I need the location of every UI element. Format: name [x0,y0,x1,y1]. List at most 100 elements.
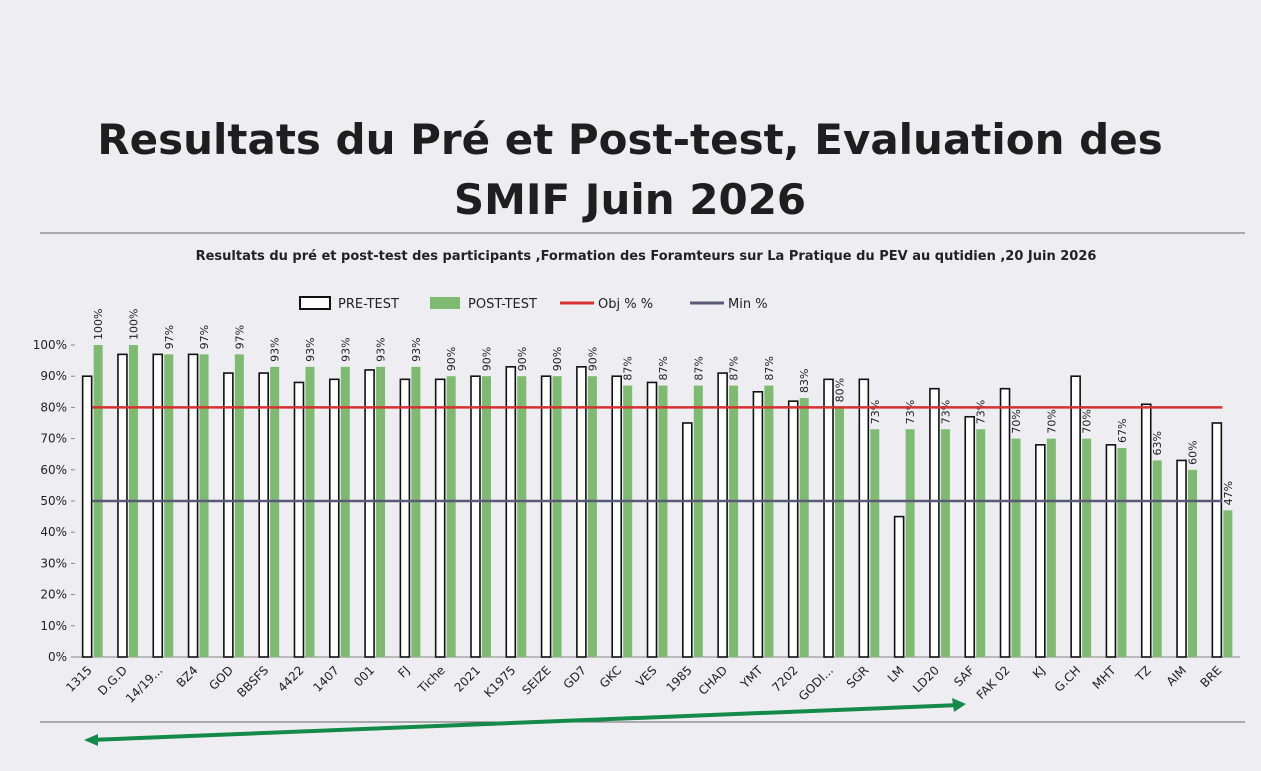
bar [576,366,587,658]
bar [870,429,880,657]
legend-swatch [299,296,331,310]
x-tick-label: GKC [597,663,624,690]
x-tick-label: BRE [1197,663,1224,690]
data-label: 70% [1045,409,1058,433]
bar [976,429,986,657]
arrow [89,703,961,742]
bar [505,366,517,658]
x-tick-label: CHAD [696,663,731,698]
bar [481,376,491,657]
data-label: 97% [163,325,176,349]
bar [340,366,350,657]
y-tick-label: 80% [40,400,67,414]
y-tick-label: 100% [33,338,67,352]
data-label: 93% [304,337,317,361]
bar [305,366,315,657]
legend-label: PRE-TEST [338,297,399,312]
bar [799,398,809,657]
bar [1188,469,1198,657]
bar [964,415,976,658]
data-label: 73% [869,400,882,424]
x-tick-label: G.CH [1052,663,1083,694]
bar [787,400,799,658]
bar [1046,438,1056,657]
bar [446,376,456,657]
x-tick-label: TZ [1132,663,1154,685]
bar [552,376,562,657]
bar [164,354,174,657]
bar [234,354,244,657]
bar [1105,444,1117,658]
y-tick-label: 90% [40,369,67,383]
x-tick-label: VES [633,663,659,689]
x-tick-label: MHT [1090,663,1119,692]
data-label: 93% [339,337,352,361]
data-label: 73% [939,400,952,424]
data-label: 93% [269,337,282,361]
bar [1011,438,1021,657]
bar [1223,510,1233,657]
x-tick-label: K1975 [481,663,518,700]
data-label: 70% [1010,409,1023,433]
y-tick-label: 20% [40,588,67,602]
bar [187,353,199,658]
bar [823,378,834,658]
data-label: 87% [728,356,741,380]
data-label: 90% [586,347,599,371]
x-tick-label: FJ [395,663,412,680]
y-tick-label: 60% [40,463,67,477]
data-label: 73% [904,400,917,424]
bar [693,385,703,657]
bar [199,354,209,657]
bar [764,385,774,657]
x-tick-label: AIM [1164,663,1190,689]
data-label: 90% [480,347,493,371]
bar [999,387,1011,658]
bar [328,378,340,658]
bar [893,515,905,658]
y-tick-label: 10% [40,619,67,633]
y-tick-label: 0% [48,650,67,664]
x-tick-label: 4422 [275,663,306,694]
bar [1152,460,1162,657]
x-tick-label: GD7 [561,663,589,691]
bar [929,387,940,658]
bar [399,378,411,658]
data-label: 60% [1187,440,1200,464]
bar [470,375,481,658]
x-tick-label: SGR [844,663,872,691]
x-tick-label: 2021 [452,663,483,694]
bar [646,381,658,658]
data-label: 97% [198,325,211,349]
data-label: 83% [798,369,811,393]
x-tick-label: KJ [1030,663,1048,681]
legend-label: Obj % % [598,297,653,312]
bar [611,375,622,658]
x-tick-label: FAK 02 [974,663,1013,702]
bar [623,385,633,657]
x-tick-label: 1407 [310,663,341,694]
legend-label: Min % [728,297,768,312]
bar [658,385,668,657]
x-tick-label: 1985 [663,663,694,694]
x-tick-label: YMT [737,663,766,692]
chart-subtitle: Resultats du pré et post-test des partic… [196,249,1097,264]
bar [81,375,93,658]
bar [293,381,305,658]
bar [434,378,446,658]
data-label: 87% [622,356,635,380]
bar [411,366,421,657]
bar [587,376,597,657]
x-tick-label: 7202 [769,663,800,694]
data-label: 73% [975,400,988,424]
x-tick-label: Tiche [415,663,448,696]
data-label: 90% [445,347,458,371]
chart-title: Resultats du Pré et Post-test, Evaluatio… [97,115,1163,224]
x-tick-label: BZ4 [174,663,201,690]
bar [717,372,728,658]
legend-label: POST-TEST [468,297,537,312]
bar [905,429,915,657]
bar [1082,438,1092,657]
bar [1176,459,1187,658]
